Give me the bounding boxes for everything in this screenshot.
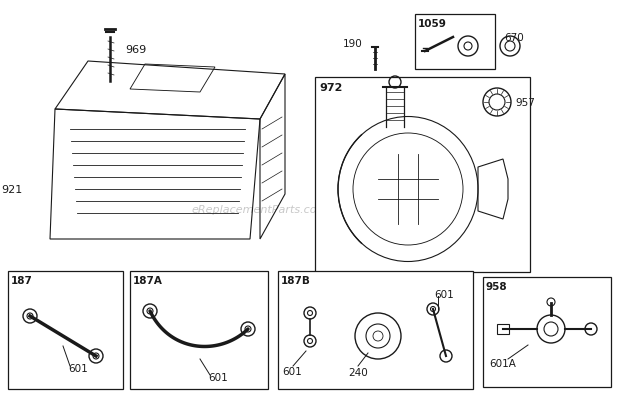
Text: 1059: 1059 — [418, 19, 447, 29]
Text: 601: 601 — [282, 366, 302, 376]
Text: 670: 670 — [504, 33, 524, 43]
Text: 187A: 187A — [133, 275, 163, 285]
Text: 921: 921 — [1, 184, 22, 194]
Text: 240: 240 — [348, 367, 368, 377]
Text: eReplacementParts.com: eReplacementParts.com — [192, 205, 328, 215]
Text: 601: 601 — [208, 372, 228, 382]
Bar — [315, 78, 530, 272]
Text: 601: 601 — [434, 289, 454, 299]
Bar — [130, 271, 268, 389]
Bar — [483, 277, 611, 387]
Text: 190: 190 — [343, 39, 363, 49]
Bar — [415, 15, 495, 70]
Text: 187: 187 — [11, 275, 33, 285]
Text: 958: 958 — [486, 281, 508, 291]
Bar — [497, 324, 509, 334]
Bar — [8, 271, 123, 389]
Text: 601: 601 — [68, 363, 88, 373]
Text: 969: 969 — [125, 45, 146, 55]
Text: 187B: 187B — [281, 275, 311, 285]
Text: 601A: 601A — [490, 358, 516, 368]
Bar — [278, 271, 473, 389]
Text: 972: 972 — [319, 83, 342, 93]
Text: 957: 957 — [515, 98, 535, 108]
